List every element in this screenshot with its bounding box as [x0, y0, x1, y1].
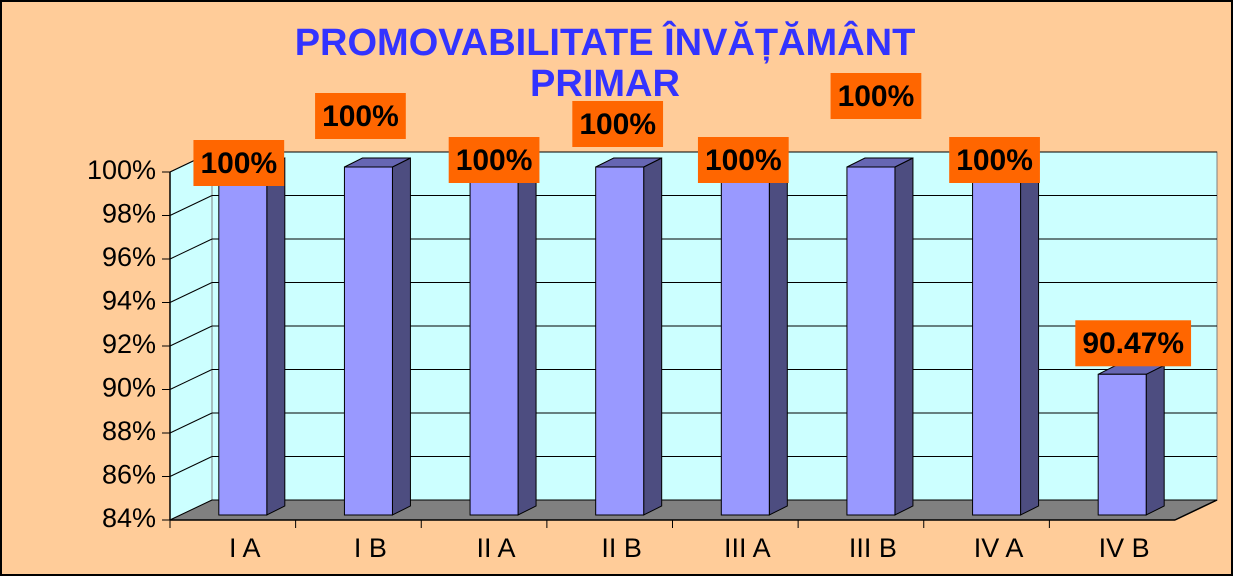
x-tick-label: III B [849, 533, 897, 563]
bar [343, 166, 393, 516]
data-label-box [1075, 320, 1192, 367]
data-label-box [830, 73, 922, 119]
grid-line [169, 369, 213, 390]
y-tick-label: 98% [102, 199, 156, 229]
x-tick-label: II A [477, 533, 516, 563]
y-tick-label: 100% [87, 155, 156, 185]
data-label: 100% [838, 80, 915, 113]
bar [720, 166, 770, 516]
bar-side [391, 157, 411, 516]
grid-line [169, 282, 213, 303]
x-tick-label: III A [724, 533, 771, 563]
y-tick-label: 88% [102, 416, 156, 446]
bar [595, 166, 645, 516]
x-tick-label: I B [354, 533, 387, 563]
y-tick-label: 92% [102, 329, 156, 359]
data-label-box [572, 101, 664, 147]
bar-side [517, 157, 537, 516]
floor [169, 499, 1218, 521]
y-tick-label: 86% [102, 460, 156, 490]
bar-side [768, 157, 788, 516]
data-label-box [697, 137, 789, 183]
bar-side [1020, 157, 1040, 516]
data-label: 90.47% [1082, 327, 1184, 360]
bar [972, 166, 1022, 516]
bar [1097, 373, 1147, 516]
x-tick-label: IV B [1099, 533, 1150, 563]
bar [469, 166, 519, 516]
grid-line [169, 195, 213, 216]
data-label: 100% [322, 100, 399, 133]
data-label: 100% [956, 144, 1033, 177]
bar-side [643, 157, 663, 516]
x-tick-label: I A [229, 533, 261, 563]
data-label: 100% [579, 108, 656, 141]
y-tick-label: 90% [102, 373, 156, 403]
chart-title: PROMOVABILITATE ÎNVĂȚĂMÂNT [295, 20, 916, 64]
data-label-box [949, 137, 1040, 183]
data-label: 100% [456, 144, 533, 177]
bar-side [266, 157, 286, 516]
y-tick-label: 94% [102, 286, 156, 316]
x-axis [1174, 499, 1218, 521]
data-label-box [193, 140, 285, 186]
bar [218, 166, 268, 516]
data-label: 100% [705, 144, 782, 177]
bar [846, 166, 896, 516]
grid-line [169, 456, 213, 477]
x-tick-label: II B [601, 533, 642, 563]
data-label-box [448, 137, 540, 183]
bar-side [1145, 364, 1165, 516]
bar-side [894, 157, 914, 516]
chart-title: PRIMAR [530, 63, 680, 105]
data-label: 100% [200, 147, 277, 180]
grid-line [169, 325, 213, 347]
x-tick-label: IV A [974, 533, 1024, 563]
data-label-box [315, 93, 406, 139]
grid-line [169, 238, 213, 260]
y-tick-label: 96% [102, 242, 156, 272]
y-tick-label: 84% [102, 503, 156, 533]
grid-line [169, 412, 213, 434]
